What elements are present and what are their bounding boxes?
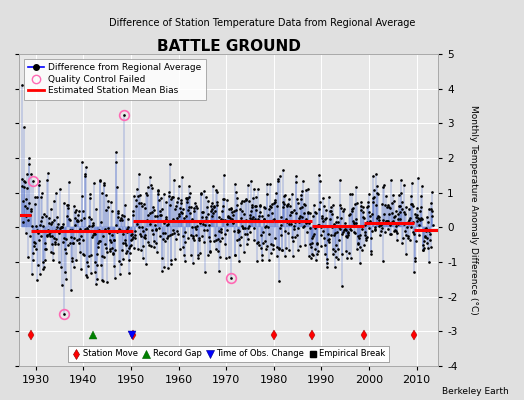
Legend: Station Move, Record Gap, Time of Obs. Change, Empirical Break: Station Move, Record Gap, Time of Obs. C… [68, 346, 389, 362]
Text: Difference of Station Temperature Data from Regional Average: Difference of Station Temperature Data f… [109, 18, 415, 28]
Text: Berkeley Earth: Berkeley Earth [442, 387, 508, 396]
Y-axis label: Monthly Temperature Anomaly Difference (°C): Monthly Temperature Anomaly Difference (… [468, 105, 477, 315]
Title: BATTLE GROUND: BATTLE GROUND [157, 39, 301, 54]
